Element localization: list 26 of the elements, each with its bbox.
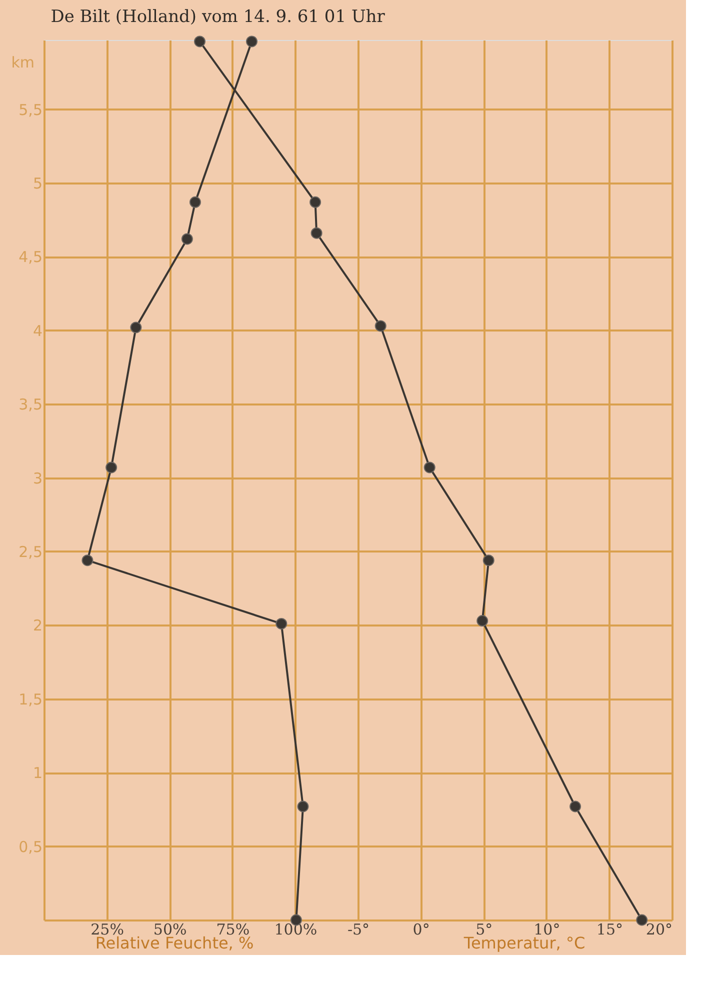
y-tick-label: 2,5	[18, 542, 42, 561]
point	[181, 233, 193, 245]
y-tick-label: 0,5	[18, 838, 42, 856]
point	[276, 618, 288, 630]
x2-tick-label: 0°	[412, 920, 430, 938]
y-tick-label: 1	[32, 764, 42, 782]
y-tick-label: 2	[32, 616, 42, 635]
y-tick-label: 3,5	[18, 396, 42, 414]
point	[297, 800, 309, 812]
point	[189, 196, 201, 208]
point	[246, 36, 258, 48]
y-tick-label: 3	[32, 469, 42, 488]
x-tick-label: 100%	[274, 920, 318, 938]
y-tick-label: 5	[32, 174, 42, 192]
chart-title: De Bilt (Holland) vom 14. 9. 61 01 Uhr	[50, 7, 386, 28]
point	[106, 462, 118, 474]
y-tick-label: 5,5	[18, 100, 42, 119]
y-tick-label: 1,5	[18, 690, 42, 708]
point	[130, 322, 142, 334]
y-axis-title: km	[11, 54, 34, 72]
y-tick-label: 4,5	[18, 248, 42, 266]
y-tick-label: 4	[32, 322, 42, 340]
x2-tick-label: 20°	[646, 920, 672, 938]
x2-tick-label: 15°	[596, 920, 623, 938]
x2-tick-label: -5°	[347, 920, 370, 938]
point	[82, 554, 94, 566]
